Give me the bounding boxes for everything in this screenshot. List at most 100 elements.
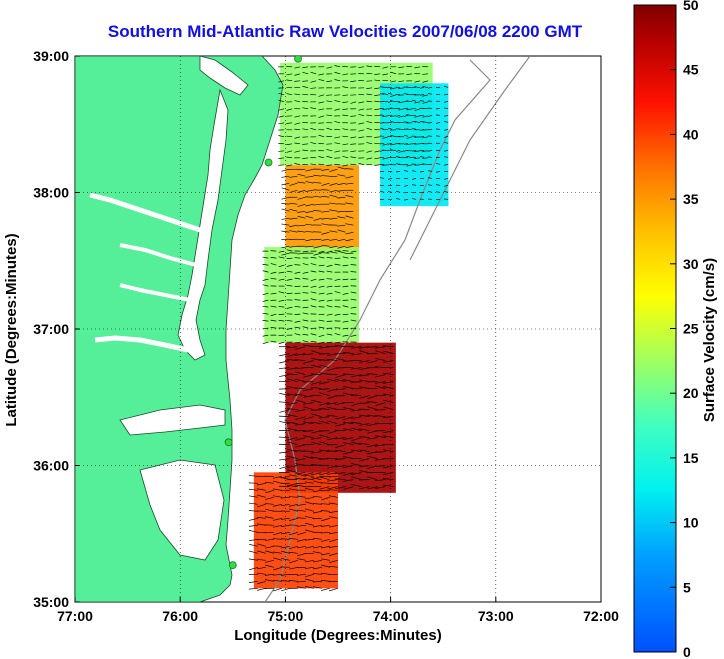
velocity-vector [302,285,309,288]
velocity-vector [383,449,394,452]
velocity-vector [319,434,330,438]
velocity-vector [312,503,322,505]
velocity-vector [281,203,290,205]
velocity-vector [404,142,409,145]
velocity-vector [422,150,429,152]
velocity-vector [281,230,290,233]
velocity-vector [265,489,274,494]
velocity-vector [302,250,309,253]
velocity-vector [327,450,338,452]
velocity-vector [335,423,346,427]
velocity-vector [278,271,285,274]
velocity-vector [383,399,394,403]
velocity-vector [248,587,258,590]
velocity-vector [358,108,365,111]
velocity-vector [294,150,301,153]
velocity-vector [403,198,409,201]
velocity-vector [334,278,341,281]
velocity-vector [302,312,309,315]
velocity-vector [334,429,346,431]
velocity-vector [302,107,309,110]
velocity-vector [303,430,314,432]
velocity-vector [321,217,330,220]
velocity-vector [329,168,338,172]
velocity-vector [326,270,333,273]
velocity-vector [270,271,277,274]
velocity-vector [287,437,298,441]
velocity-vector [297,252,306,255]
velocity-vector [350,150,357,153]
delaware-bay [199,56,249,96]
velocity-vector [351,367,362,370]
velocity-vector [395,128,401,130]
velocity-vector [366,108,373,110]
velocity-vector [287,455,298,459]
velocity-vector [294,73,301,76]
velocity-vector [326,100,333,103]
velocity-vector [302,319,309,322]
velocity-vector [390,94,397,97]
velocity-vector [281,196,290,200]
velocity-vector [321,496,330,501]
velocity-vector [287,448,298,452]
velocity-vector [320,482,330,484]
velocity-vector [342,143,349,146]
velocity-vector [342,278,349,281]
colorbar-tick-label: 40 [683,126,699,142]
velocity-vector [374,79,381,82]
velocity-vector [256,488,266,491]
velocity-vector [304,586,314,589]
velocity-vector [249,550,258,554]
velocity-vector [312,510,322,514]
velocity-vector [287,393,298,396]
velocity-vector [379,177,385,179]
velocity-vector [329,559,338,564]
velocity-vector [265,496,274,500]
colorbar-label: Surface Velocity (cm/s) [701,258,718,422]
velocity-vector [311,381,322,385]
velocity-vector [319,441,330,445]
velocity-vector [321,168,330,171]
velocity-vector [396,190,401,193]
velocity-vector [422,115,429,118]
velocity-vector [343,486,354,490]
colorbar-tick-label: 45 [683,62,699,78]
velocity-vector [295,449,306,452]
velocity-vector [305,181,314,184]
velocity-vector [382,143,389,146]
y-tick-label: 39:00 [33,48,69,64]
velocity-vector [294,66,301,69]
velocity-vector [343,351,354,354]
velocity-vector [304,515,314,519]
velocity-vector [328,502,338,505]
velocity-vector [374,121,381,124]
velocity-vector [294,320,301,323]
velocity-vector [303,360,314,364]
velocity-vector [304,538,314,541]
velocity-vector [297,181,306,184]
velocity-vector [278,142,285,145]
velocity-vector [406,108,413,111]
velocity-vector [313,252,322,256]
velocity-vector [343,407,354,410]
velocity-vector [303,402,314,405]
velocity-vector [335,472,346,475]
velocity-vector [327,378,338,382]
velocity-vector [358,113,365,117]
velocity-vector [278,264,285,268]
velocity-vector [350,306,357,309]
velocity-vector [294,333,301,336]
velocity-vector [289,245,298,248]
velocity-vector [289,224,298,227]
velocity-vector [422,94,429,97]
velocity-vector [321,587,330,591]
x-axis-label: Longitude (Degrees:Minutes) [234,627,442,644]
velocity-vector [305,573,314,577]
station-markers [224,56,302,570]
velocity-vector [286,86,293,89]
velocity-vector [326,341,333,344]
velocity-vector [312,537,322,540]
velocity-vector [294,142,301,145]
velocity-vector [367,414,378,417]
